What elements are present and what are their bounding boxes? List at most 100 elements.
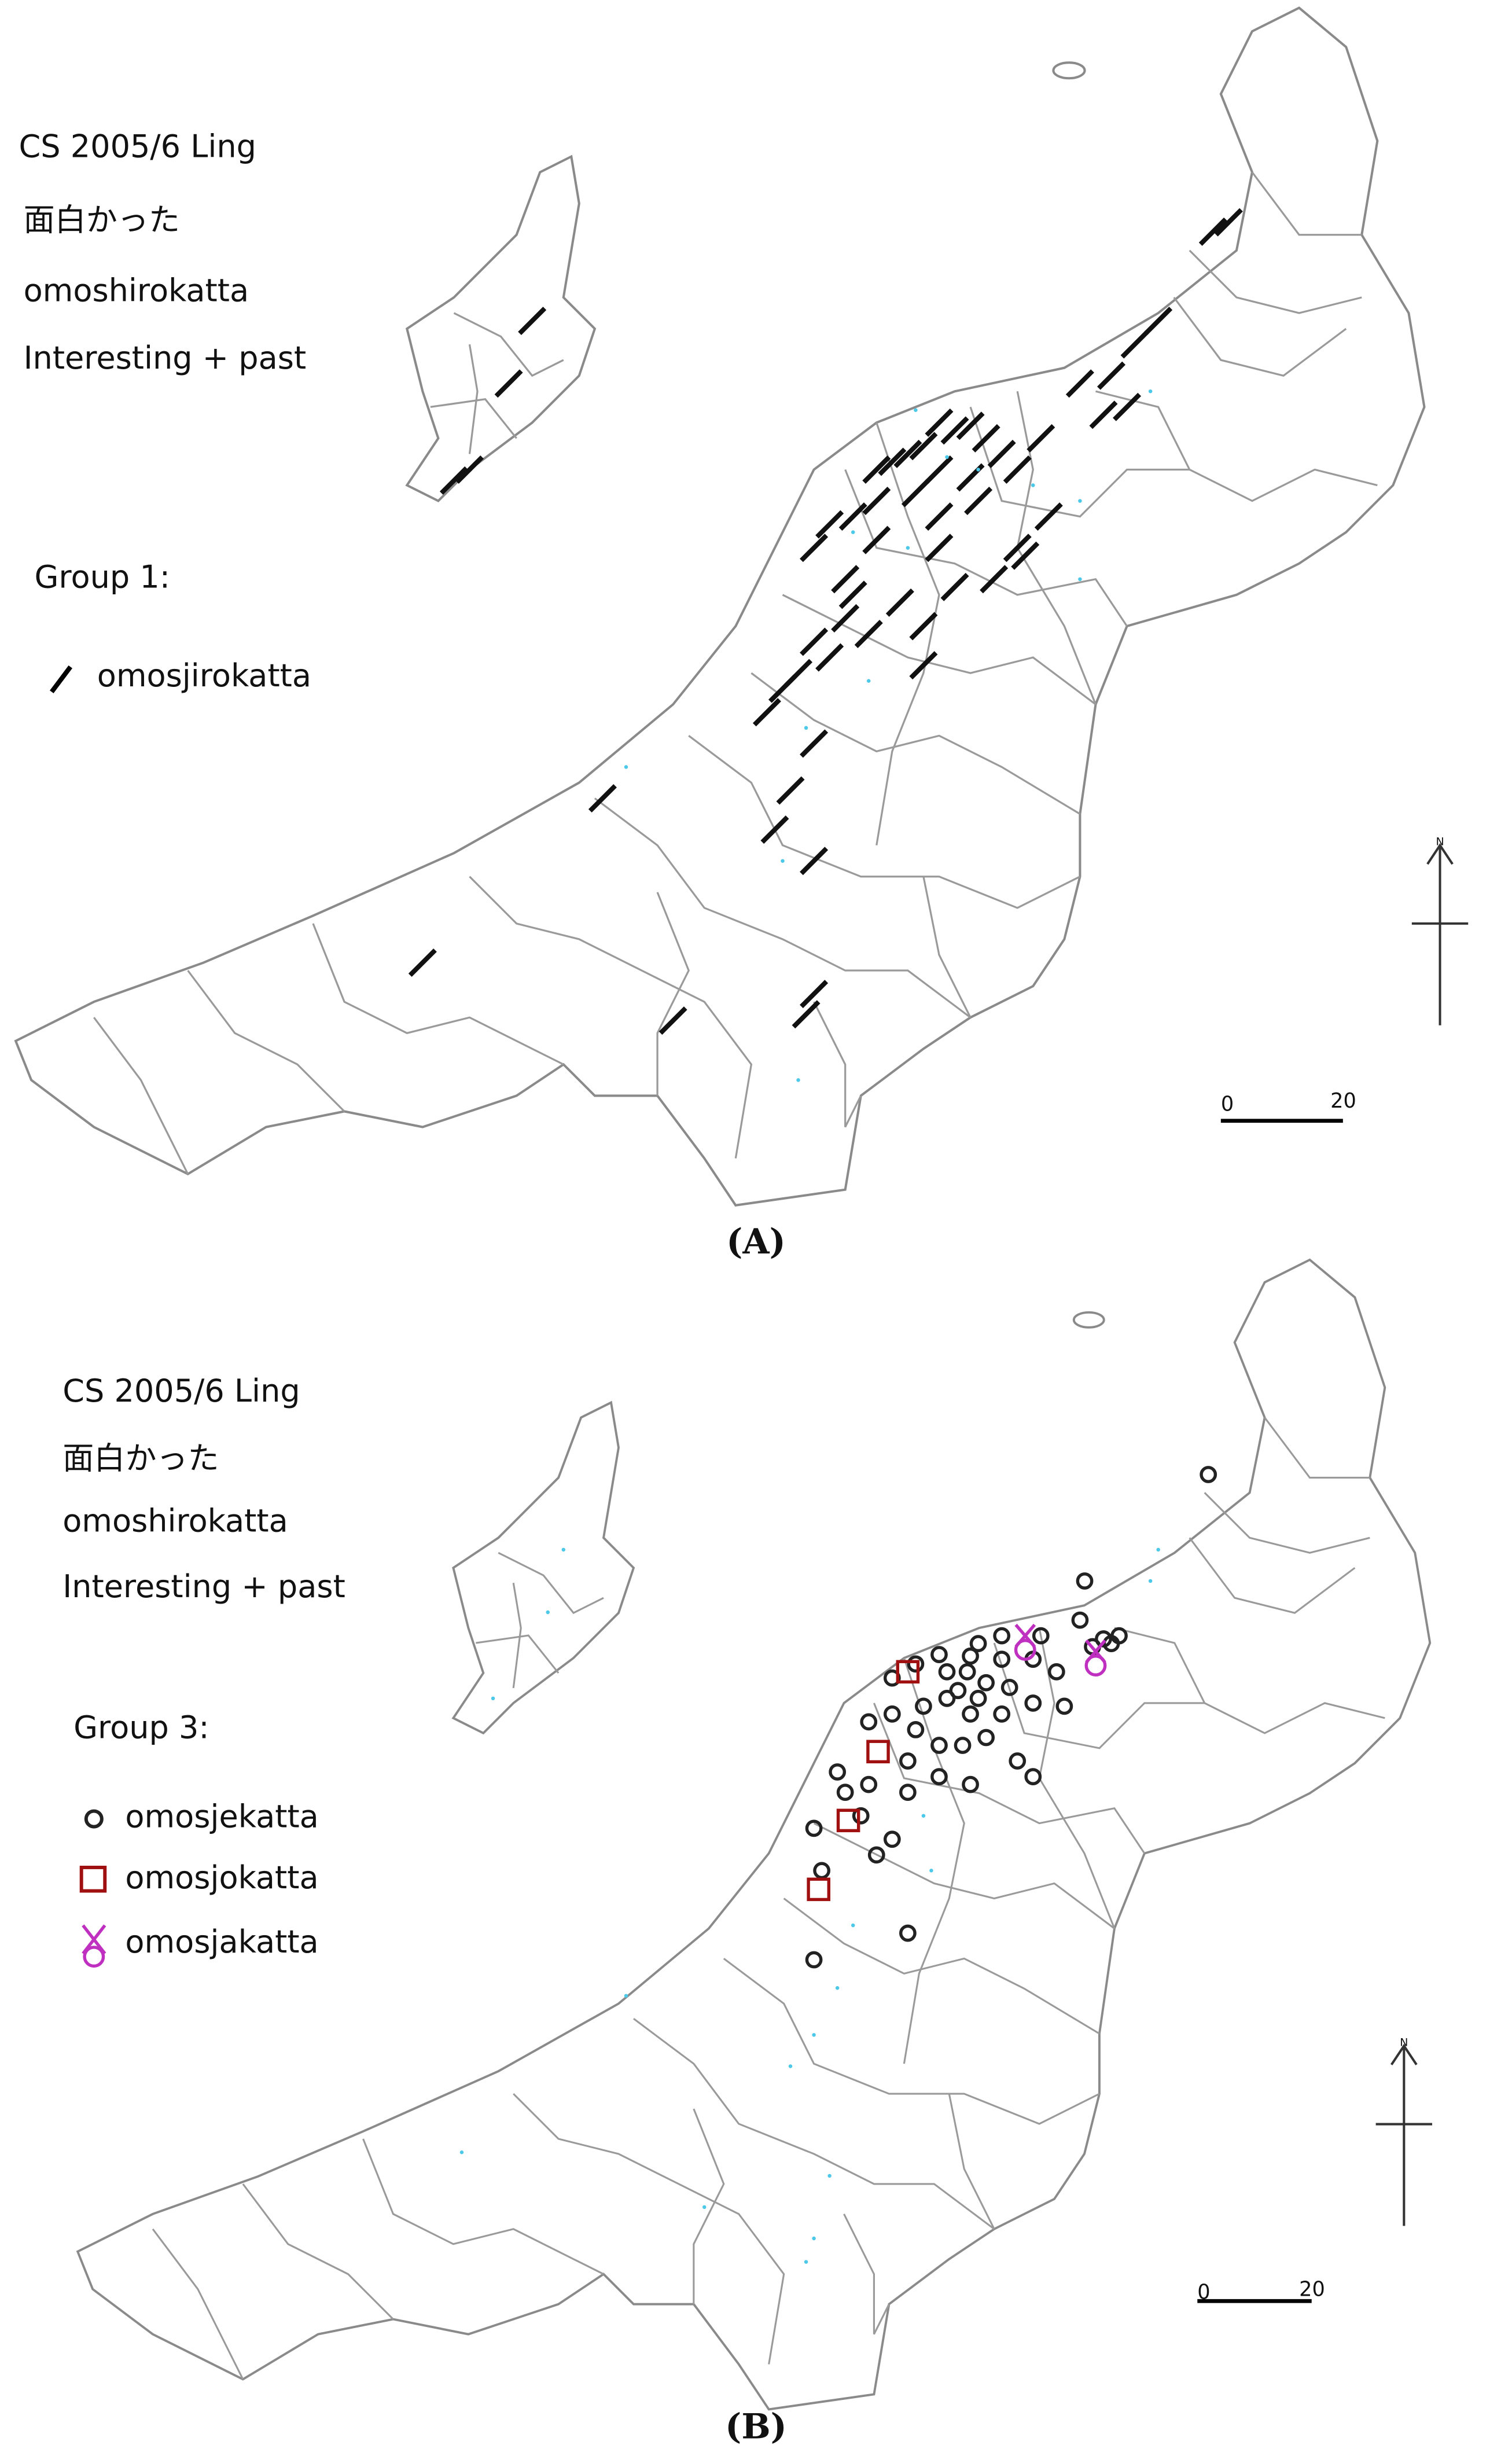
group-label: Group 3: — [73, 1709, 209, 1746]
slash-marker — [925, 455, 954, 484]
site-dot — [914, 408, 918, 412]
site-dot — [851, 1923, 855, 1928]
circle-marker — [907, 1655, 925, 1673]
slash-marker — [1214, 208, 1243, 237]
circle-marker — [1055, 1697, 1073, 1715]
slash-marker — [878, 447, 907, 476]
circle-marker — [993, 1627, 1011, 1645]
site-dot — [835, 1986, 840, 1990]
circle-marker — [805, 1819, 823, 1837]
north-label: N — [1400, 2036, 1408, 2049]
slash-marker — [800, 847, 829, 876]
site-dot — [1148, 1579, 1153, 1583]
circle-marker — [899, 1924, 917, 1942]
slash-marker — [940, 416, 969, 445]
legend-label: omosjakatta — [125, 1924, 318, 1960]
slash-marker — [1144, 306, 1173, 336]
circle-marker — [962, 1775, 979, 1793]
circle-marker — [836, 1784, 854, 1801]
slash-marker — [956, 411, 985, 440]
slash-marker — [518, 306, 547, 336]
site-dot — [945, 455, 949, 459]
circle-marker — [915, 1697, 932, 1715]
slash-marker — [1003, 455, 1032, 484]
site-dot — [827, 2174, 832, 2178]
slash-marker — [838, 580, 867, 609]
slash-marker — [760, 815, 789, 844]
circle-marker — [969, 1689, 987, 1707]
circle-marker — [883, 1830, 901, 1848]
slash-marker — [972, 424, 1000, 453]
slash-marker — [768, 674, 797, 703]
slash-marker — [1120, 330, 1149, 359]
site-dot — [812, 2236, 816, 2241]
legend-label: omosjokatta — [125, 1859, 318, 1896]
slash-marker — [1089, 400, 1118, 429]
slash-marker — [1065, 369, 1094, 398]
title-line: 面白かった — [24, 202, 180, 238]
slash-marker — [1034, 502, 1063, 531]
caption: (B) — [725, 2407, 787, 2447]
slash-marker — [925, 534, 954, 562]
map — [16, 8, 1424, 1205]
site-dot — [976, 468, 980, 472]
markers — [459, 1466, 1217, 2264]
circle-marker — [993, 1705, 1011, 1723]
slash-marker — [800, 534, 829, 562]
circle-marker — [867, 1846, 885, 1864]
circle-marker — [962, 1705, 979, 1723]
loop-marker — [1014, 1639, 1036, 1661]
site-dot — [1078, 577, 1082, 582]
circle-marker — [930, 1737, 948, 1754]
circle-marker — [1047, 1663, 1065, 1681]
slash-marker — [862, 487, 891, 516]
site-dot — [624, 765, 628, 769]
site-dot — [561, 1547, 566, 1552]
circle-marker — [860, 1775, 878, 1793]
circle-marker — [1024, 1694, 1042, 1712]
slash-marker — [925, 502, 954, 531]
circle-marker — [1110, 1627, 1128, 1645]
slash-marker — [987, 439, 1016, 468]
scale-label: 0 — [1197, 2281, 1210, 2304]
slash-marker — [885, 588, 914, 617]
slash-marker — [925, 408, 954, 437]
north-arrow — [1376, 2046, 1432, 2226]
slash-marker — [964, 487, 993, 516]
caption: (A) — [726, 1222, 785, 1262]
title-line: Interesting + past — [62, 1568, 345, 1605]
circle-marker — [938, 1663, 956, 1681]
circle-marker — [977, 1729, 995, 1747]
legend-symbol — [50, 665, 72, 694]
circle-marker — [930, 1768, 948, 1785]
legend-label: omosjekatta — [125, 1799, 318, 1835]
slash-marker — [909, 612, 938, 641]
slash-marker — [893, 439, 922, 468]
square-marker — [836, 1808, 860, 1833]
title-line: omoshirokatta — [24, 272, 249, 308]
slash-marker — [909, 651, 938, 680]
slash-marker — [752, 698, 781, 727]
circle-marker — [1200, 1466, 1217, 1483]
slash-marker — [940, 572, 969, 601]
north-arrow — [1412, 845, 1468, 1025]
slash-marker — [1097, 361, 1126, 390]
square-marker — [807, 1877, 830, 1902]
title-line: omoshirokatta — [62, 1503, 288, 1539]
slash-marker — [831, 604, 860, 633]
site-dot — [459, 2150, 464, 2154]
circle-marker — [938, 1689, 956, 1707]
title-line: CS 2005/6 Ling — [19, 128, 256, 165]
site-dot — [906, 546, 910, 550]
legend-symbol — [79, 1865, 107, 1893]
panel-a: CS 2005/6 Ling 面白かった omoshirokatta Inter… — [16, 8, 1468, 1262]
site-dot — [1156, 1547, 1160, 1552]
circle-marker — [907, 1721, 925, 1738]
site-dot — [1078, 499, 1082, 503]
circle-marker — [805, 1951, 823, 1969]
legend-label: omosjirokatta — [97, 657, 311, 694]
slash-marker — [439, 466, 468, 495]
site-dot — [702, 2205, 707, 2209]
slash-marker — [800, 627, 829, 656]
